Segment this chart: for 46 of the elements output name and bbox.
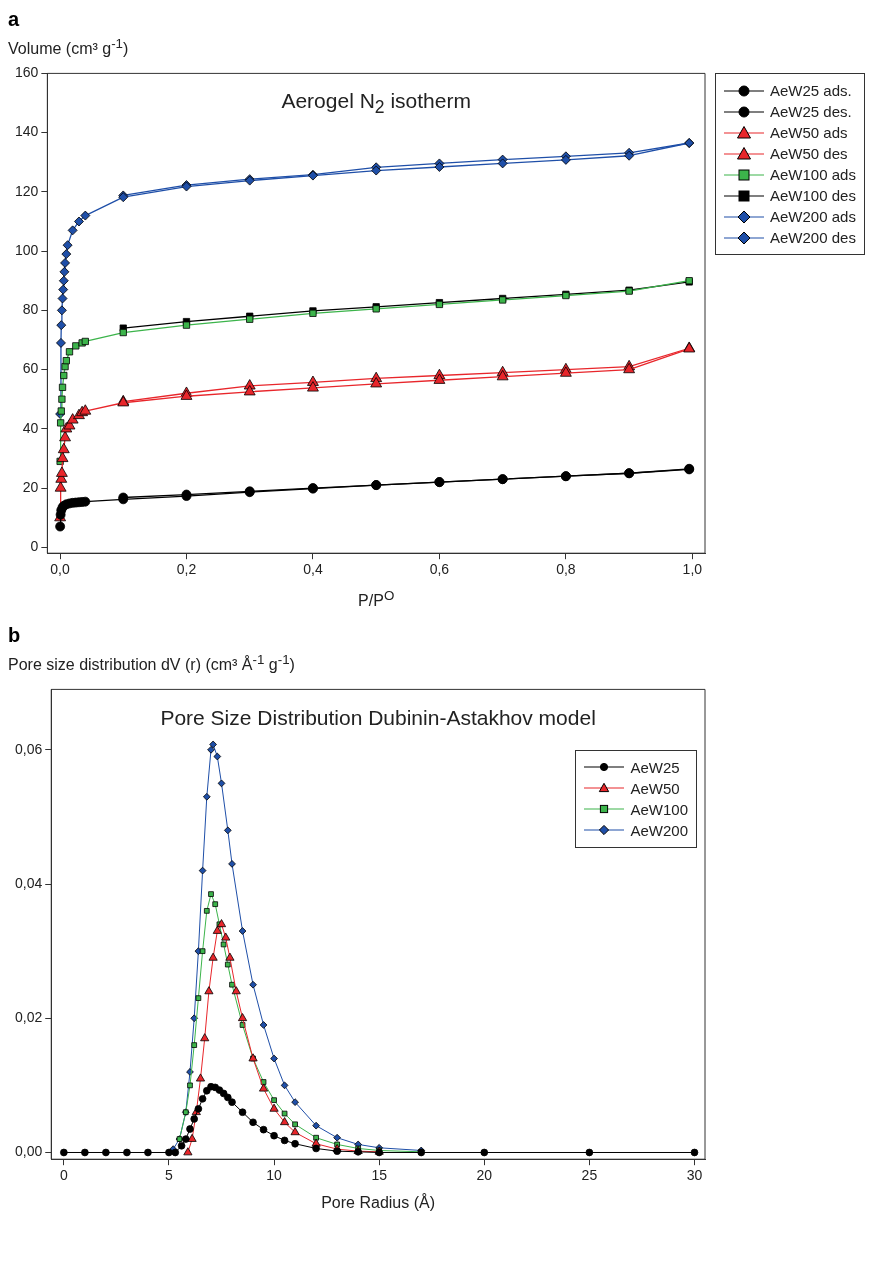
legend-label: AeW200 ads: [770, 208, 856, 226]
x-tick-label: 25: [581, 1167, 598, 1184]
y-tick-label: 160: [15, 64, 39, 81]
y-tick-label: 60: [22, 360, 39, 377]
legend-label: AeW100: [630, 800, 688, 818]
x-tick-label: 0,8: [556, 561, 576, 578]
legend-label: AeW200: [630, 821, 688, 839]
y-tick-label: 0: [30, 538, 39, 555]
x-tick-label: 10: [266, 1167, 283, 1184]
legend-label: AeW25: [630, 758, 680, 776]
text: a: [8, 8, 21, 32]
legend-label: AeW50 des: [770, 145, 848, 163]
x-tick-label: 0: [59, 1167, 68, 1184]
text: b: [8, 624, 22, 649]
x-tick-label: 1,0: [682, 561, 703, 578]
legend-label: AeW200 des: [770, 229, 856, 247]
legend-label: AeW100 ads: [770, 166, 856, 184]
x-tick-label: 0,6: [429, 561, 450, 578]
legend-label: AeW25 ads.: [770, 82, 852, 100]
x-axis-title: P/P$^{O}$: [357, 588, 396, 611]
y-tick-label: 0,06: [15, 740, 43, 757]
y-tick-label: 100: [15, 241, 39, 258]
x-axis-title: Pore Radius (Å): [320, 1194, 436, 1213]
x-tick-label: 30: [686, 1167, 703, 1184]
x-tick-label: 0,0: [50, 561, 70, 578]
legend-label: AeW25 des.: [770, 103, 852, 121]
y-tick-label: 20: [22, 478, 39, 495]
x-tick-label: 5: [165, 1167, 174, 1184]
y-axis-title: Pore size distribution dV (r) (cm³ Å$^{-1}$ g$^{-1}$): [8, 652, 296, 676]
y-axis-title: Volume (cm³ g$^{-1}$): [8, 36, 130, 60]
y-tick-label: 120: [15, 182, 39, 199]
y-tick-label: 80: [22, 301, 39, 318]
y-tick-label: 0,04: [15, 875, 43, 892]
text: Pore Size Distribution Dubinin-Astakhov model: [159, 705, 597, 730]
x-tick-label: 0,2: [176, 561, 197, 578]
x-tick-label: 0,4: [303, 561, 323, 578]
y-tick-label: 0,00: [15, 1143, 43, 1160]
x-tick-label: 20: [476, 1167, 493, 1184]
y-tick-label: 40: [22, 419, 39, 436]
y-tick-label: 0,02: [15, 1009, 43, 1026]
text: Aerogel N$_{2}$ isotherm: [280, 89, 472, 119]
legend-label: AeW50 ads: [770, 124, 848, 142]
legend-label: AeW100 des: [770, 187, 856, 205]
legend-label: AeW50: [630, 779, 680, 797]
x-tick-label: 15: [371, 1167, 388, 1184]
y-tick-label: 140: [15, 123, 39, 140]
